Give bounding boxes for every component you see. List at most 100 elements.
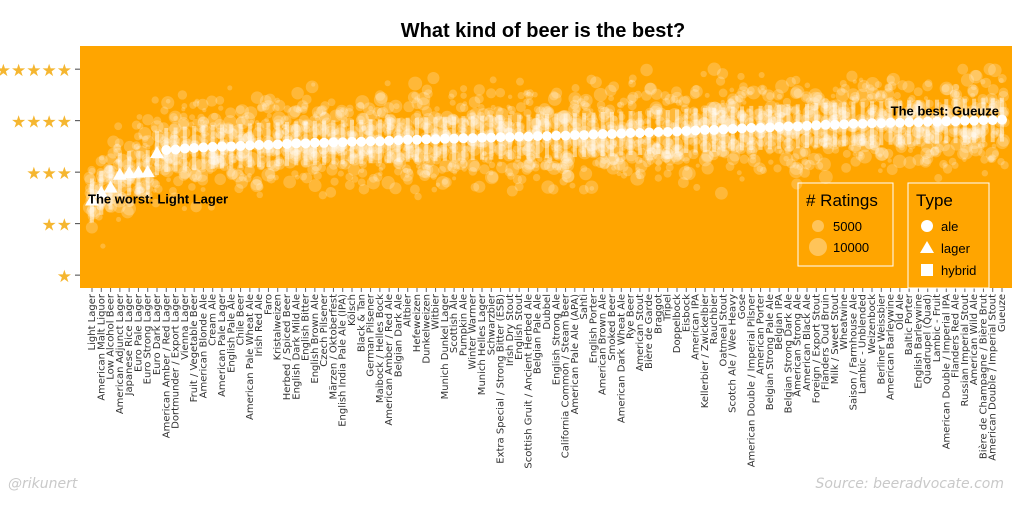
rating-point <box>479 164 490 175</box>
rating-point <box>220 152 227 159</box>
rating-point <box>88 206 100 218</box>
rating-point <box>814 153 823 162</box>
rating-point <box>936 126 943 133</box>
rating-point <box>837 87 846 96</box>
rating-point <box>290 149 302 160</box>
rating-point <box>142 135 154 147</box>
rating-point <box>832 86 839 93</box>
rating-point <box>244 165 255 176</box>
rating-point <box>883 148 894 159</box>
rating-point <box>393 157 407 170</box>
rating-point <box>207 162 215 169</box>
x-tick-label: Saison / Farmhouse Ale <box>848 294 859 410</box>
rating-point <box>256 191 264 199</box>
rating-point <box>662 97 671 106</box>
median-ale-marker <box>532 131 543 142</box>
rating-point <box>582 108 592 118</box>
rating-point <box>133 144 140 150</box>
rating-point <box>908 95 916 102</box>
rating-point <box>885 105 893 113</box>
rating-point <box>867 92 878 104</box>
rating-point <box>521 145 532 156</box>
rating-point <box>497 107 502 112</box>
rating-point <box>365 109 377 122</box>
rating-point <box>235 105 245 115</box>
rating-point <box>708 140 715 147</box>
rating-point <box>207 112 222 127</box>
rating-point <box>739 132 746 139</box>
rating-point <box>493 106 504 117</box>
rating-point <box>922 80 933 92</box>
rating-point <box>448 93 455 100</box>
rating-point <box>301 149 315 162</box>
rating-point <box>236 154 243 161</box>
rating-point <box>784 147 791 153</box>
median-ale-marker <box>486 132 497 143</box>
median-markers <box>85 114 1007 206</box>
rating-point <box>515 102 526 113</box>
rating-point <box>468 96 481 109</box>
rating-point <box>578 138 588 148</box>
rating-point <box>249 136 255 141</box>
rating-point <box>639 158 644 163</box>
rating-point <box>561 152 575 167</box>
median-ale-marker <box>384 135 395 146</box>
x-tick-label: American Malt Liquor <box>96 293 107 401</box>
rating-point <box>970 101 982 113</box>
rating-point <box>645 107 655 118</box>
rating-point <box>273 123 281 130</box>
rating-point <box>480 115 487 123</box>
rating-point <box>334 106 349 121</box>
rating-point <box>636 174 642 180</box>
rating-point <box>895 141 908 153</box>
x-tick-label: Flanders Red Ale <box>951 294 962 378</box>
rating-point <box>295 149 301 155</box>
rating-point <box>779 128 794 143</box>
rating-point <box>319 149 324 154</box>
rating-point <box>562 152 572 162</box>
rating-point <box>700 149 714 163</box>
rating-point <box>987 154 997 163</box>
rating-point <box>898 144 905 151</box>
rating-point <box>900 133 913 146</box>
rating-point <box>793 88 803 98</box>
median-ale-marker <box>588 129 599 140</box>
rating-point <box>347 163 360 177</box>
rating-point <box>155 133 165 144</box>
rating-point <box>907 147 913 153</box>
rating-point <box>692 108 699 114</box>
rating-point <box>737 86 750 99</box>
y-tick-label: ★★★★ <box>11 113 72 133</box>
rating-point <box>533 105 541 113</box>
x-tick-label: Light Lager <box>87 293 98 350</box>
rating-point <box>348 131 354 137</box>
rating-point <box>925 149 935 159</box>
rating-point <box>309 151 322 163</box>
median-ale-marker <box>393 135 404 146</box>
median-ale-marker <box>504 132 515 143</box>
rating-point <box>942 164 953 174</box>
rating-point <box>366 149 381 164</box>
rating-point <box>294 174 300 180</box>
ratings-legend-box <box>797 182 894 267</box>
rating-point <box>325 125 337 138</box>
rating-point <box>486 88 497 99</box>
rating-point <box>791 75 801 85</box>
rating-point <box>225 107 236 119</box>
rating-point <box>535 106 546 117</box>
rating-point <box>134 186 144 197</box>
rating-point <box>620 172 628 179</box>
x-tick-label: American Double / Imperial Stout <box>988 294 999 461</box>
rating-point <box>189 169 203 183</box>
rating-point <box>617 108 622 114</box>
rating-point <box>763 132 778 147</box>
rating-point <box>205 151 219 165</box>
rating-point <box>297 100 309 112</box>
rating-point <box>568 91 582 105</box>
rating-point <box>599 149 607 157</box>
median-ale-marker <box>254 139 265 150</box>
rating-point <box>693 183 701 191</box>
rating-point <box>653 141 660 148</box>
rating-point <box>209 122 218 131</box>
rating-point <box>605 114 619 129</box>
